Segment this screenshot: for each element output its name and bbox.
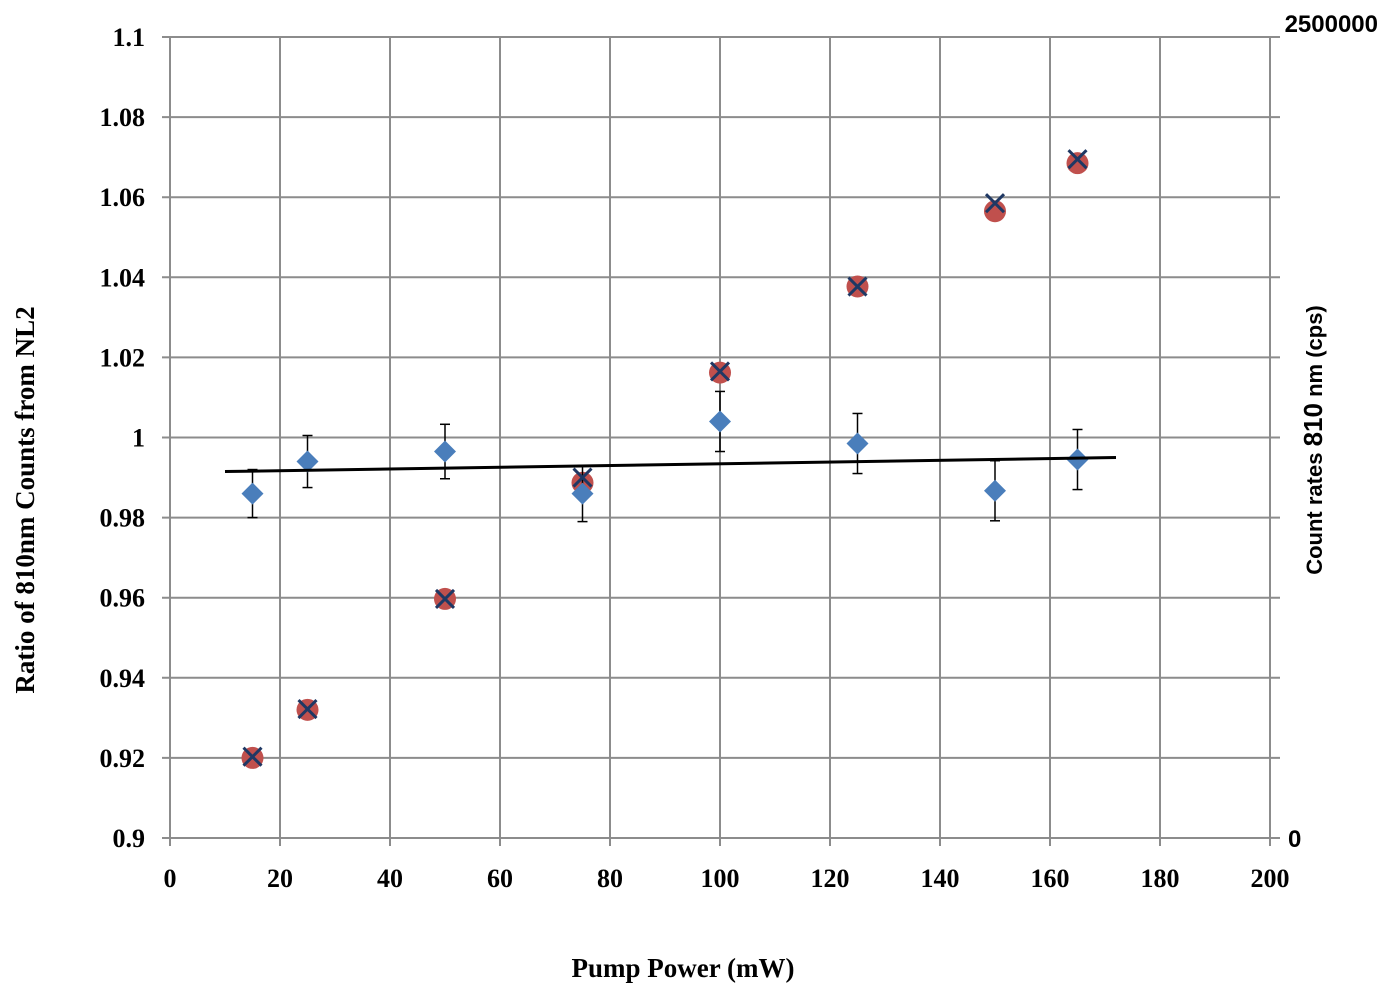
series-layer [224,149,1117,769]
x-point [709,361,731,382]
diamond-point [846,432,869,455]
y-tick-label: 1.02 [100,343,146,372]
y-axis-title: Ratio of 810nm Counts from NL2 [10,306,40,693]
trendline [224,456,1117,474]
x-point [984,193,1006,214]
x-stroke [1067,149,1088,170]
x-stroke [847,276,868,297]
x-tick-label: 140 [921,864,960,893]
y-tick-label: 1.06 [100,183,146,212]
x-point [572,467,593,488]
x-stroke [709,361,731,382]
x-stroke [572,467,593,488]
x-point [847,276,868,297]
x-tick-label: 60 [487,864,513,893]
y-tick-label: 0.98 [100,504,146,533]
x-tick-label: 200 [1251,864,1290,893]
x-tick-label: 160 [1031,864,1070,893]
grid [162,36,1280,846]
x-stroke [434,588,456,609]
x-tick-label: 100 [701,864,740,893]
diamond-point [984,479,1006,502]
x-tick-label: 120 [811,864,850,893]
y-tick-label: 1.08 [100,103,146,132]
diamond-point [571,482,594,505]
x-point [1067,149,1088,170]
x-tick-label: 80 [597,864,623,893]
x-tick-label: 20 [267,864,293,893]
diamond-point [241,482,264,505]
tick-labels: 0 20 40 60 80 100 120 140 160 180 200 0.9 0.92 0.94 0.… [100,11,1379,893]
y2-tick-label: 0 [1288,826,1301,853]
x-axis-title: Pump Power (mW) [572,953,795,983]
y-tick-label: 1 [132,424,145,453]
x-tick-label: 0 [164,864,177,893]
y-tick-label: 0.94 [100,664,146,693]
x-stroke [242,746,263,767]
diamond-point [296,450,319,473]
diamond-point [434,440,456,463]
x-stroke [984,193,1006,214]
circle-point [1066,152,1089,175]
y2-axis-title: Count rates 810 nm (cps) [1298,305,1328,575]
y-tick-label: 1.04 [100,263,146,292]
x-tick-label: 180 [1141,864,1180,893]
x-tick-label: 40 [377,864,403,893]
y-tick-label: 0.96 [100,584,146,613]
y-tick-label: 0.92 [100,744,146,773]
x-point [297,698,318,720]
diamond-point [709,410,731,433]
x-point [434,588,456,609]
y-tick-label: 1.1 [113,23,146,52]
y-tick-label: 0.9 [113,824,146,853]
x-point [242,746,263,767]
circle-point [984,200,1006,223]
y2-tick-label: 2500000 [1285,11,1378,38]
x-stroke [297,698,318,720]
